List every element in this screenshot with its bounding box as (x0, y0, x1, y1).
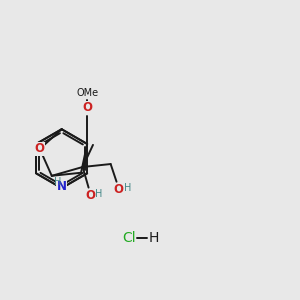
Text: O: O (85, 189, 95, 202)
Text: O: O (82, 101, 92, 114)
Text: H: H (95, 189, 103, 199)
Text: OMe: OMe (76, 88, 98, 98)
Text: Cl: Cl (122, 231, 136, 245)
Text: H: H (148, 231, 159, 245)
Text: O: O (35, 142, 45, 155)
Text: H: H (54, 177, 62, 187)
Text: N: N (57, 180, 67, 193)
Text: H: H (124, 183, 131, 193)
Text: O: O (113, 183, 123, 196)
